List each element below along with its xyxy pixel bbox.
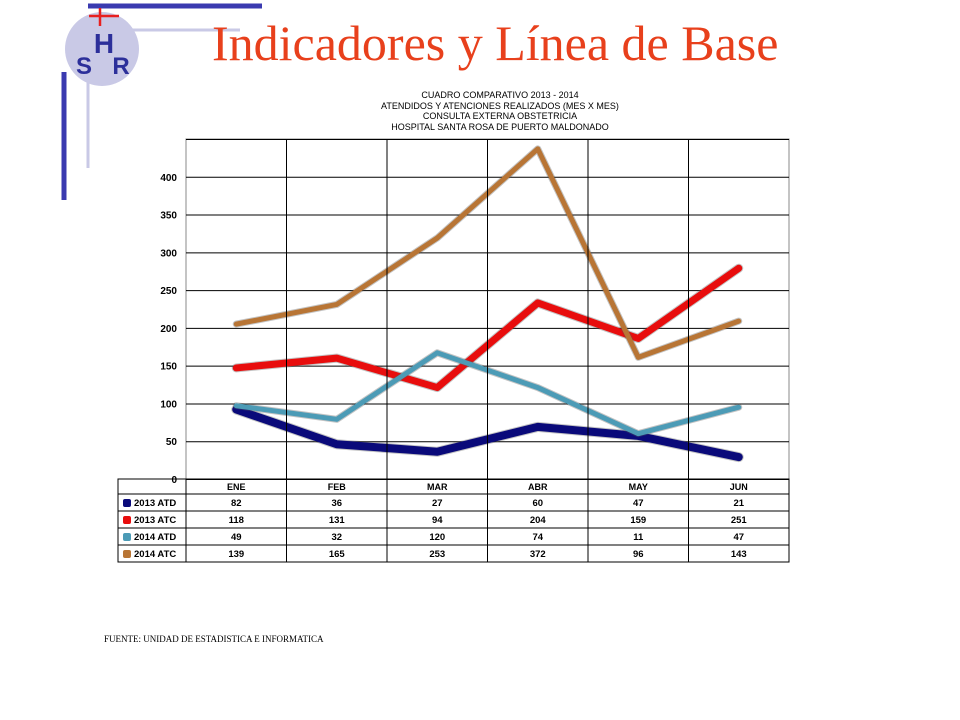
data-label: 253 [429, 549, 445, 560]
legend-swatch [123, 533, 131, 541]
legend-label: 2013 ATC [134, 515, 176, 526]
x-tick-label: JUN [730, 482, 748, 492]
y-tick-label: 250 [160, 286, 177, 297]
data-label: 251 [731, 515, 748, 526]
x-tick-label: ENE [227, 482, 246, 492]
y-tick-label: 100 [160, 399, 177, 410]
data-label: 11 [633, 532, 644, 543]
data-label: 36 [331, 498, 342, 509]
data-label: 74 [532, 532, 543, 543]
y-axis-ticks: 0 50 100 150 200 250 300 350 400 [160, 173, 177, 486]
logo-graphic: H S R [61, 3, 262, 200]
legend-swatch [123, 516, 131, 524]
x-tick-label: FEB [328, 482, 347, 492]
chart-title-line: HOSPITAL SANTA ROSA DE PUERTO MALDONADO [391, 121, 609, 132]
legend-label: 2014 ATD [134, 532, 176, 543]
data-label: 32 [331, 532, 342, 543]
data-label: 159 [630, 515, 646, 526]
y-tick-label: 400 [160, 173, 177, 184]
y-tick-label: 50 [166, 437, 178, 448]
data-label: 120 [429, 532, 445, 543]
chart-title-line: ATENDIDOS Y ATENCIONES REALIZADOS (MES X… [381, 100, 619, 111]
y-tick-label: 150 [160, 362, 177, 373]
y-tick-label: 300 [160, 248, 177, 259]
slide-title: Indicadores y Línea de Base [212, 15, 779, 71]
data-label: 165 [329, 549, 346, 560]
data-label: 131 [329, 515, 346, 526]
chart-title-line: CONSULTA EXTERNA OBSTETRICIA [422, 111, 578, 121]
y-tick-label: 0 [171, 475, 177, 486]
y-tick-label: 350 [160, 211, 177, 222]
data-label: 96 [633, 549, 644, 560]
source-footer: FUENTE: UNIDAD DE ESTADISTICA E INFORMAT… [104, 634, 324, 644]
logo-letter-s: S [76, 53, 92, 80]
data-label: 47 [633, 498, 644, 509]
logo-letter-r: R [112, 53, 129, 80]
legend-label: 2014 ATC [134, 549, 176, 560]
chart-title: CUADRO COMPARATIVO 2013 - 2014 ATENDIDOS… [330, 90, 670, 132]
data-label: 47 [733, 532, 744, 543]
x-tick-label: ABR [528, 482, 548, 492]
y-tick-label: 200 [160, 324, 177, 335]
data-label: 21 [733, 498, 744, 509]
chart-title-line: CUADRO COMPARATIVO 2013 - 2014 [421, 90, 579, 100]
data-label: 118 [229, 515, 244, 526]
logo-circle [65, 12, 139, 86]
data-label: 60 [532, 498, 543, 509]
data-label: 94 [432, 515, 443, 526]
data-label: 143 [731, 549, 747, 560]
data-label: 204 [530, 515, 547, 526]
x-tick-label: MAY [629, 482, 648, 492]
data-label: 372 [530, 549, 546, 560]
table-frame [117, 478, 790, 563]
legend-label: 2013 ATD [134, 498, 176, 509]
data-label: 82 [231, 498, 242, 509]
legend-swatch [123, 550, 131, 558]
data-label: 27 [432, 498, 443, 509]
data-table: ENE FEB MAR ABR MAY JUN 2013 ATD 82 36 27 60 47 21 20… [117, 140, 790, 563]
data-label: 139 [228, 549, 244, 560]
logo-letter-h: H [94, 28, 114, 59]
data-label: 49 [231, 532, 242, 543]
x-tick-label: MAR [427, 482, 448, 492]
legend-swatch [123, 499, 131, 507]
